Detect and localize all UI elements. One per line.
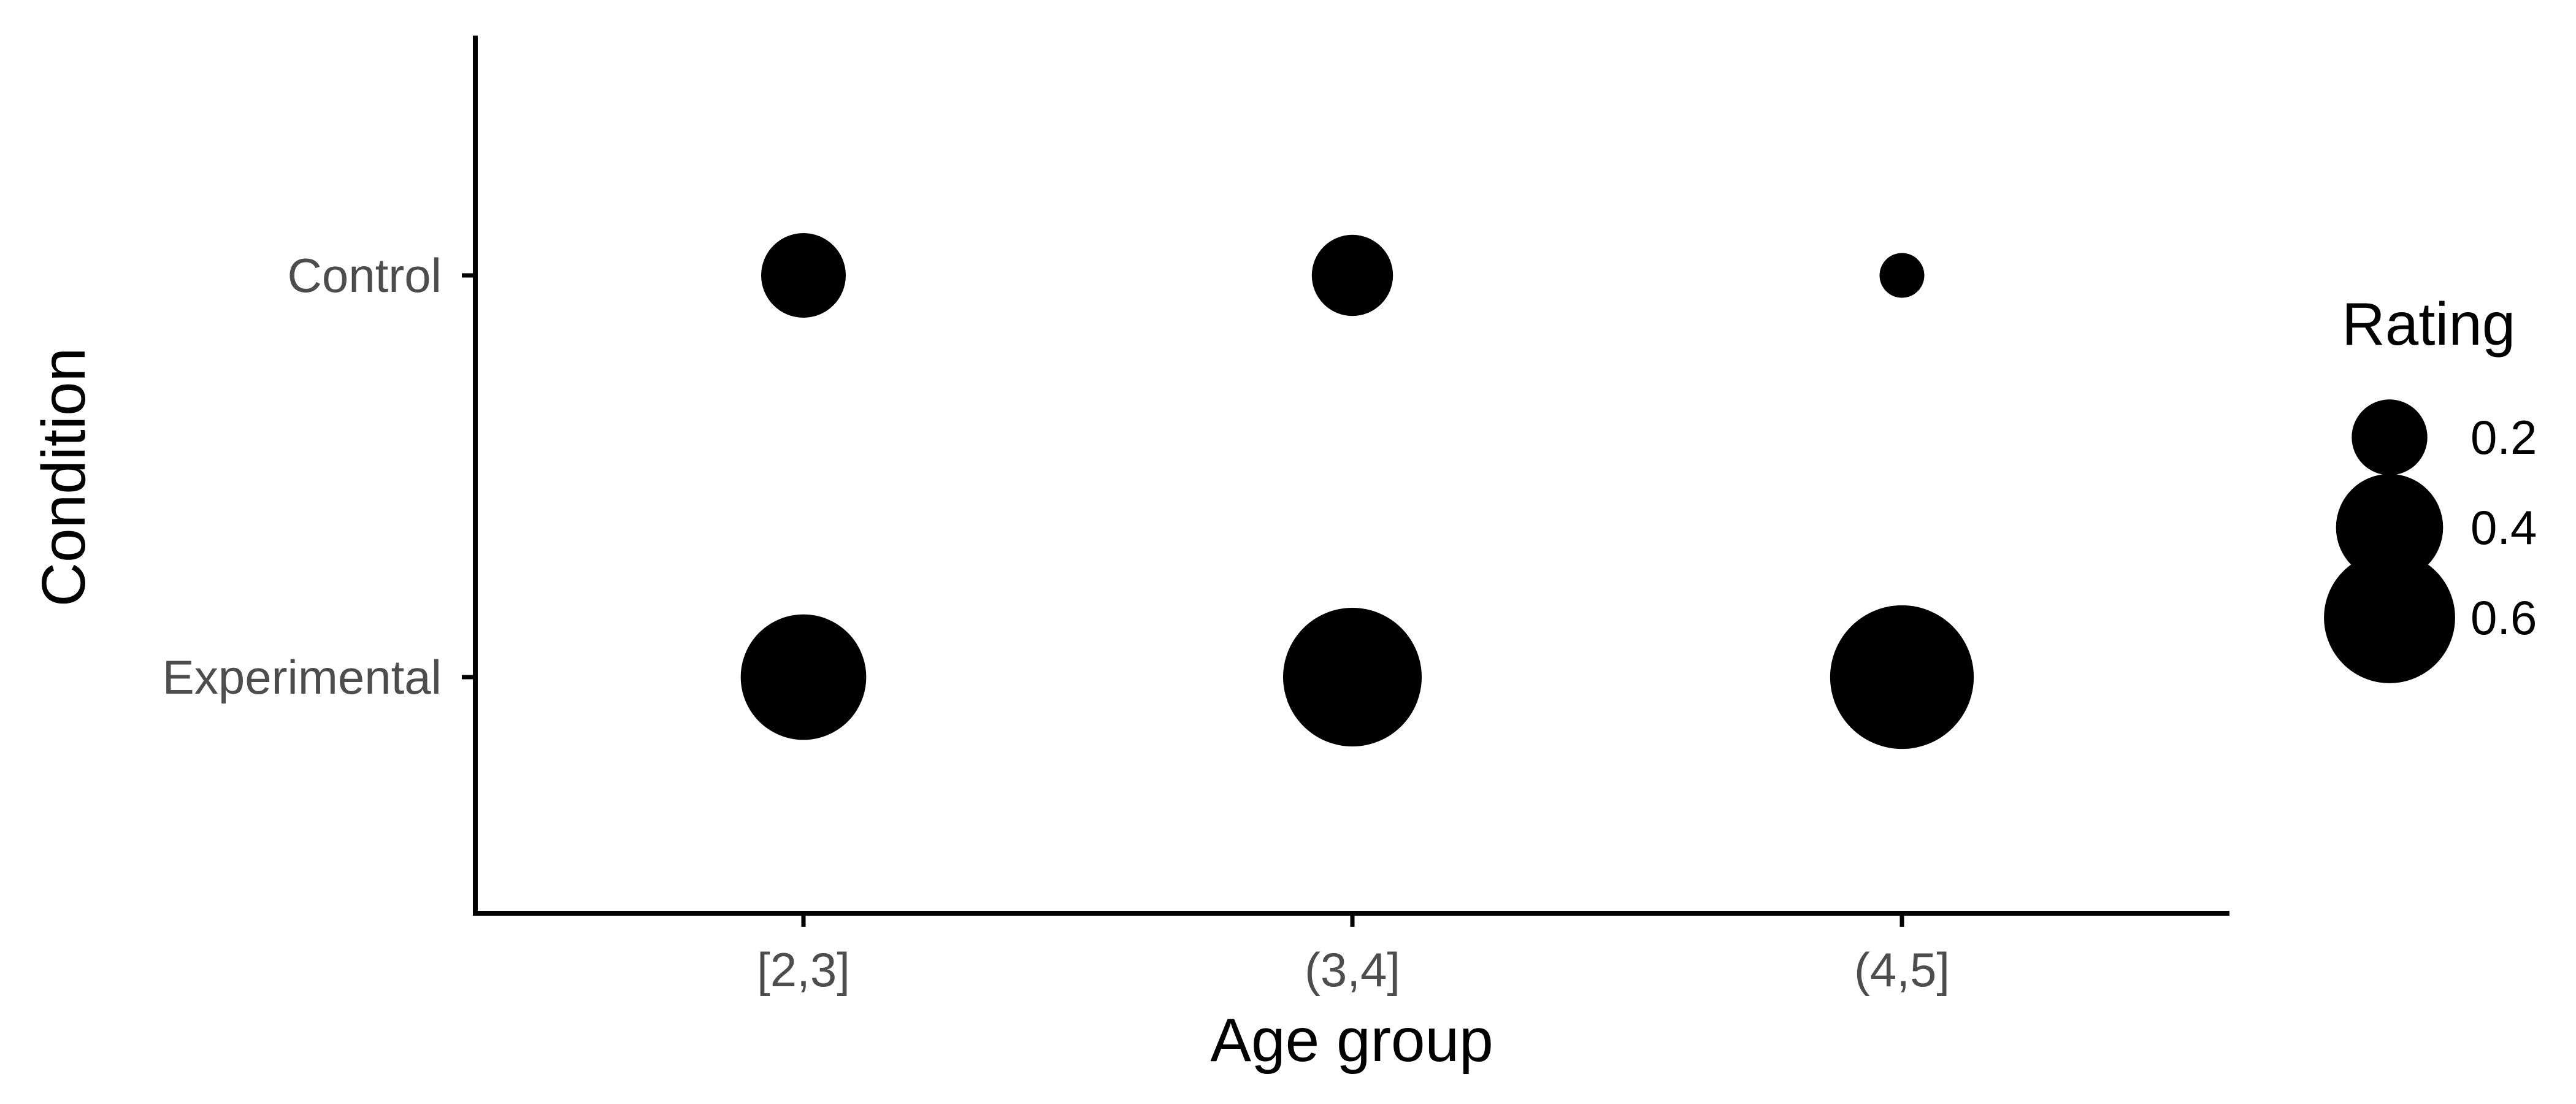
legend-label: 0.4 [2471,500,2537,554]
y-tick-label: Control [288,248,442,302]
y-axis-ticks: Control Experimental [163,248,473,704]
x-tick-label: [2,3] [757,943,850,997]
legend-key-circle [2324,552,2455,683]
data-point [1311,234,1393,316]
size-legend: Rating 0.2 0.4 0.6 [2324,290,2537,683]
data-point [1830,605,1974,749]
legend-key-circle [2352,399,2428,475]
y-axis-title: Condition [29,348,98,607]
data-point [1283,608,1422,746]
plot-area [740,233,1974,749]
data-point [1879,253,1925,298]
data-point [740,614,867,740]
x-axis-ticks: [2,3] (3,4] (4,5] [757,916,1950,997]
y-tick-label: Experimental [163,650,442,704]
legend-label: 0.6 [2471,591,2537,645]
x-axis-title: Age group [1210,1006,1493,1075]
legend-title: Rating [2342,290,2515,358]
data-point [761,233,846,318]
x-tick-label: (4,5] [1854,943,1950,997]
legend-key-circle [2336,473,2444,581]
x-tick-label: (3,4] [1305,943,1400,997]
legend-label: 0.2 [2471,410,2537,464]
